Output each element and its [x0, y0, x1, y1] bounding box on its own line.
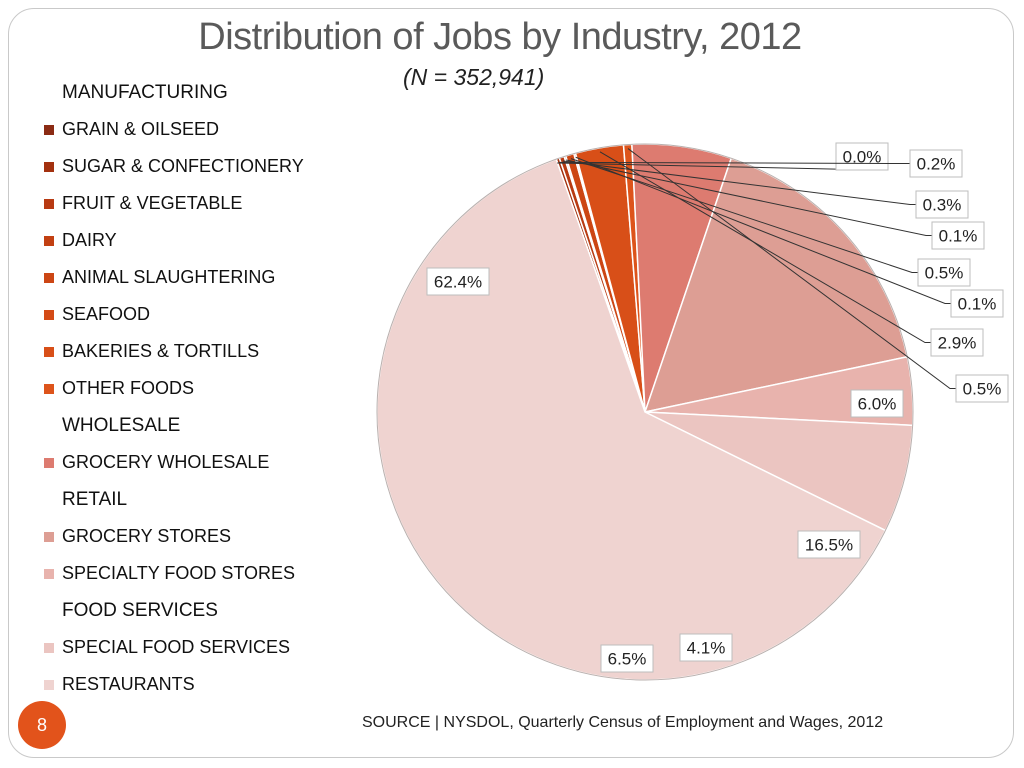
legend-item: FRUIT & VEGETABLE [44, 185, 364, 222]
legend-swatch [44, 346, 54, 357]
data-label: 62.4% [434, 273, 482, 292]
legend-label: SEAFOOD [62, 304, 151, 324]
legend-swatch [44, 679, 54, 690]
legend-group-header: RETAIL [44, 481, 364, 518]
data-label: 16.5% [805, 536, 853, 555]
pie-slices [376, 143, 914, 681]
data-label-box [931, 221, 985, 250]
data-label: 6.5% [608, 650, 647, 669]
legend-item: SUGAR & CONFECTIONERY [44, 148, 364, 185]
legend-label: SPECIAL FOOD SERVICES [62, 637, 291, 657]
legend-group-label: FOOD SERVICES [62, 599, 218, 621]
chart-title: Distribution of Jobs by Industry, 2012 [198, 16, 802, 58]
legend-swatch [44, 198, 54, 209]
legend-swatch [44, 457, 54, 468]
data-label: 2.9% [938, 334, 977, 353]
data-label-box [955, 374, 1009, 403]
legend-group-header: MANUFACTURING [44, 74, 364, 111]
legend-swatch [44, 235, 54, 246]
legend-group-label: MANUFACTURING [62, 81, 228, 103]
source-label: SOURCE [362, 714, 431, 731]
legend-label: GROCERY STORES [62, 526, 232, 546]
legend-label: BAKERIES & TORTILLS [62, 341, 260, 361]
legend-item: ANIMAL SLAUGHTERING [44, 259, 364, 296]
source-separator: | [434, 714, 440, 731]
data-label: 4.1% [687, 639, 726, 658]
legend-label: RESTAURANTS [62, 674, 195, 694]
data-label-box [917, 258, 971, 287]
legend-swatch [44, 531, 54, 542]
leader-line [562, 160, 916, 205]
legend-swatch [44, 568, 54, 579]
data-label-box [915, 190, 969, 219]
data-label-box [930, 328, 984, 357]
leader-line [559, 161, 910, 164]
legend-label: GROCERY WHOLESALE [62, 452, 270, 472]
legend-item: GROCERY WHOLESALE [44, 444, 364, 481]
source-text: NYSDOL, Quarterly Census of Employment a… [443, 714, 884, 731]
legend-item: OTHER FOODS [44, 370, 364, 407]
legend-label: FRUIT & VEGETABLE [62, 193, 243, 213]
slide-frame [8, 8, 1014, 758]
chart-legend: MANUFACTURING GRAIN & OILSEED SUGAR & CONF… [44, 74, 364, 703]
data-label: 0.0% [843, 148, 882, 167]
legend-item: SPECIAL FOOD SERVICES [44, 629, 364, 666]
data-label-box [835, 142, 889, 171]
legend-item: RESTAURANTS [44, 666, 364, 703]
data-label-box [679, 633, 733, 662]
leader-line [575, 156, 951, 304]
legend-swatch [44, 309, 54, 320]
data-label-box [600, 644, 654, 673]
data-label-box [909, 149, 963, 178]
data-label-box [850, 389, 904, 418]
legend-swatch [44, 383, 54, 394]
data-label: 0.3% [923, 196, 962, 215]
legend-group-label: RETAIL [62, 488, 128, 510]
page-number-badge: 8 [18, 701, 66, 749]
legend-label: ANIMAL SLAUGHTERING [62, 267, 276, 287]
legend-label: OTHER FOODS [62, 378, 195, 398]
chart-subtitle: (N = 352,941) [403, 64, 545, 90]
leader-line [557, 162, 877, 171]
legend-group-header: WHOLESALE [44, 407, 364, 444]
data-label-box [797, 530, 861, 559]
data-label: 0.5% [963, 380, 1002, 399]
legend-label: SPECIALTY FOOD STORES [62, 563, 296, 583]
legend-item: SEAFOOD [44, 296, 364, 333]
legend-label: GRAIN & OILSEED [62, 119, 220, 139]
legend-swatch [44, 642, 54, 653]
data-label: 0.1% [939, 227, 978, 246]
data-labels: 0.0% 0.2% 0.3% 0.1% 0.5% 0.1% 2.9% 0.5% 6.0% 16.5… [426, 142, 1009, 673]
legend-swatch [44, 161, 54, 172]
data-label: 0.1% [958, 295, 997, 314]
leader-line [627, 148, 956, 389]
legend-item: GRAIN & OILSEED [44, 111, 364, 148]
legend-item: SPECIALTY FOOD STORES [44, 555, 364, 592]
data-label: 6.0% [858, 395, 897, 414]
leader-line [566, 159, 932, 236]
legend-item: DAIRY [44, 222, 364, 259]
data-label-box [426, 267, 490, 296]
legend-swatch [44, 272, 54, 283]
legend-item: GROCERY STORES [44, 518, 364, 555]
legend-label: DAIRY [62, 230, 117, 250]
data-label: 0.5% [925, 264, 964, 283]
legend-group-label: WHOLESALE [62, 414, 181, 436]
data-label-box [950, 289, 1004, 318]
legend-label: SUGAR & CONFECTIONERY [62, 156, 304, 176]
legend-swatch [44, 124, 54, 135]
leader-line [599, 151, 931, 343]
data-label: 0.2% [917, 155, 956, 174]
pie-outline [376, 143, 914, 681]
legend-item: BAKERIES & TORTILLS [44, 333, 364, 370]
source-note: SOURCE | NYSDOL, Quarterly Census of Emp… [362, 714, 883, 732]
legend-group-header: FOOD SERVICES [44, 592, 364, 629]
leader-line [570, 158, 918, 273]
